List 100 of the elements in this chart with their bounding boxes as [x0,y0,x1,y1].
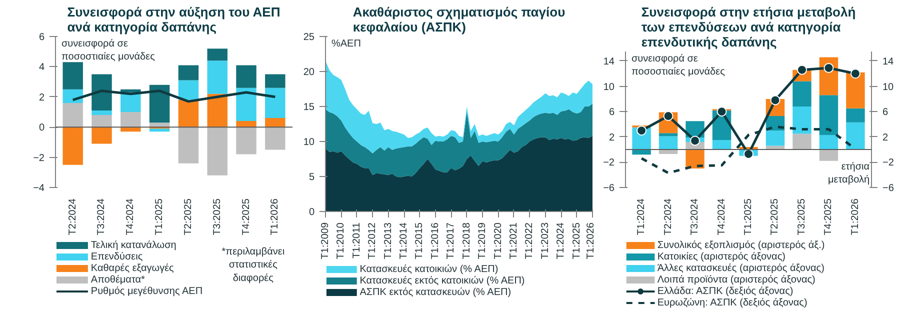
y2-tick-label: −6 [882,183,894,194]
y-tick-label: 14 [603,56,615,68]
x-tick-label: T3:2024 [690,198,701,236]
x-tick-label: T2:2024 [662,198,674,236]
y-tick-label: 25 [303,32,315,43]
bar [149,84,170,123]
y-tick-label: −6 [603,183,615,194]
bar [265,127,286,150]
point [663,111,674,122]
bar [149,128,170,132]
x-tick-label: T3:2025 [796,198,808,236]
y-tick-label: −2 [33,152,45,164]
x-tick-label: T4:2025 [823,198,834,236]
bar [178,127,199,164]
bar [265,88,286,118]
bar [792,134,812,150]
y2-tick-label: −2 [882,158,894,169]
bar [62,89,83,103]
line-series [72,90,276,103]
x-tick-label: T1:2024 [636,198,648,236]
y2-tick-label: 14 [882,56,894,68]
bar [686,150,704,169]
legend-label: Καθαρές εξαγωγές [90,263,174,274]
x-tick-label: T2:2024 [67,198,78,236]
x-tick-label: T3:2025 [212,198,223,236]
bar [207,94,228,128]
y-tick-label: 0 [308,207,315,218]
x-tick-label: T4:2024 [716,198,728,236]
x-tick-label: T4:2025 [240,198,252,236]
x-tick-label: T1:2011 [351,222,362,258]
y-tick-label: 10 [603,82,615,93]
chart-title: Συνεισφορά στην ετήσια μεταβολή των επενδύσεων ανά κατηγορία επενδυτικής δαπάνης [641,4,856,50]
bar [236,65,256,88]
bar [236,127,256,154]
legend-label: Ευρωζώνη: ΑΣΠΚ (δεξιός άξονας) [657,298,808,308]
y-tick-label: 10 [303,137,315,148]
bar [819,95,838,135]
legend-label: Ρυθμός μεγέθυνσης ΑΕΠ [90,286,203,297]
x-tick-label: T1:2013 [382,222,394,260]
y2-tick-label: 6 [882,107,888,118]
y-tick-label: 4 [38,62,45,74]
y-tick-label: 15 [303,102,315,113]
bar [92,127,112,144]
bar [92,110,112,116]
y-tick-label: 6 [608,107,615,118]
annotation: ετήσια μεταβολή [828,161,870,186]
legend-label: Άλλες κατασκευές (αριστερός άξονας) [657,263,824,274]
bar [792,81,812,107]
bar [846,122,865,150]
annotation: συνεισφορά σε ποσοστιαίες μονάδες [632,54,726,78]
y-tick-label: 2 [38,92,45,104]
bar [62,102,83,128]
bar [846,72,865,108]
x-tick-label: T1:2025 [743,198,754,236]
x-tick-label: T1:2019 [477,222,488,260]
point [796,64,807,75]
legend-label: Τελική κατανάλωση [90,240,176,251]
bar [819,150,838,161]
x-tick-label: T1:2025 [154,198,166,236]
x-tick-label: T1:2023 [540,222,551,260]
legend-label: Συνολικός εξοπλισμός (αριστερός άξ.) [657,240,825,251]
bar [819,135,838,150]
y-tick-label: 5 [308,172,315,183]
bar [766,130,785,146]
x-tick-label: T2:2025 [770,198,781,236]
x-tick-label: T1:2025 [571,222,582,260]
bar [92,115,112,128]
bar [846,108,865,122]
x-tick-label: T1:2024 [556,222,567,260]
y-tick-label: −2 [603,158,615,169]
legend-label: ΑΣΠΚ εκτός κατασκευών (% ΑΕΠ) [360,287,512,298]
bar [92,74,112,110]
x-tick-label: T1:2022 [524,222,536,260]
x-tick-label: T1:2026 [586,222,596,260]
x-tick-label: T1:2012 [367,222,378,260]
y2-tick-label: 10 [882,82,894,93]
bar [658,136,678,150]
x-tick-label: T3:2024 [96,198,108,236]
bar [207,127,228,176]
bar [632,150,651,155]
bar [62,62,83,90]
bar [712,140,732,150]
bar [236,88,256,122]
text: *περιλαμβάνει στατιστικές διαφορές [222,246,285,284]
chart-title: Ακαθάριστος σχηματισμός παγίου κεφαλαίου (ΑΣΠΚ) [352,4,566,34]
legend-label: Κατασκευές κατοικιών (% ΑΕΠ) [360,264,498,275]
bar [178,65,199,80]
x-tick-label: T1:2016 [430,222,441,260]
bar [265,118,286,128]
x-tick-label: T1:2026 [270,198,281,236]
point [744,148,754,159]
bar [236,121,256,128]
point [716,106,727,117]
legend-label: Αποθέματα* [90,274,146,286]
point [850,68,860,79]
x-tick-label: T2:2025 [182,198,194,236]
x-tick-label: T1:2020 [492,222,504,260]
annotation: συνεισφορά σε ποσοστιαίες μονάδες [62,38,156,63]
legend-label: Κατοικίες (αριστερός άξονας) [657,252,786,262]
x-tick-label: T1:2009 [320,222,331,260]
